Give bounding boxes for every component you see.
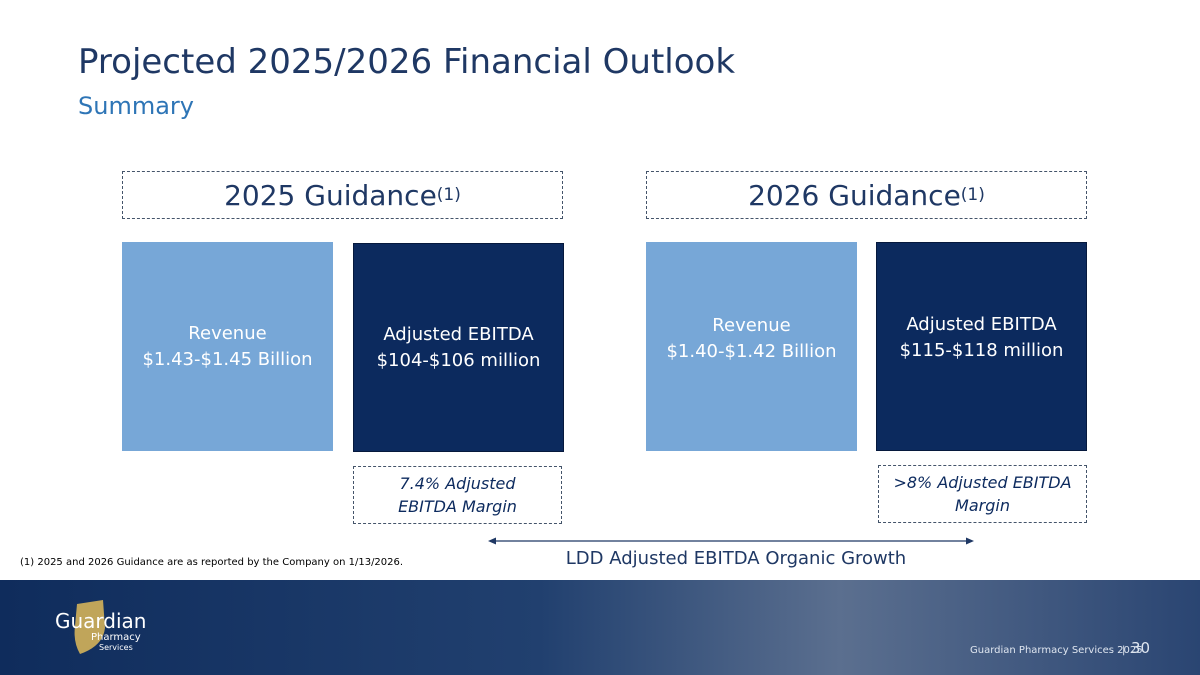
logo-word: Services xyxy=(99,643,133,652)
revenue-card: Revenue $1.40-$1.42 Billion xyxy=(646,242,857,451)
guidance-heading: 2025 Guidance (1) xyxy=(122,171,563,219)
margin-line: EBITDA Margin xyxy=(398,497,517,516)
note-ref: (1) xyxy=(436,185,461,205)
margin-line: Margin xyxy=(955,496,1010,515)
revenue-card: Revenue $1.43-$1.45 Billion xyxy=(122,242,333,451)
footnote: (1) 2025 and 2026 Guidance are as report… xyxy=(20,557,404,568)
card-value: $115-$118 million xyxy=(899,339,1064,361)
margin-box: >8% Adjusted EBITDA Margin xyxy=(878,465,1087,523)
card-label: Adjusted EBITDA xyxy=(906,313,1057,335)
margin-line: >8% Adjusted EBITDA xyxy=(893,473,1072,492)
ebitda-card: Adjusted EBITDA $104-$106 million xyxy=(353,243,564,452)
footer-band xyxy=(0,580,1200,675)
subtitle: Summary xyxy=(78,92,194,120)
card-value: $1.40-$1.42 Billion xyxy=(666,340,837,362)
title: Projected 2025/2026 Financial Outlook xyxy=(78,42,736,82)
footer-company: Guardian Pharmacy Services 2025 xyxy=(970,645,1143,656)
logo-word: Pharmacy xyxy=(91,632,141,643)
note-ref: (1) xyxy=(960,185,985,205)
growth-arrow xyxy=(488,537,974,545)
card-label: Adjusted EBITDA xyxy=(383,323,534,345)
footer-separator: | xyxy=(1122,645,1126,656)
page-number: 30 xyxy=(1131,639,1151,657)
growth-label: LDD Adjusted EBITDA Organic Growth xyxy=(565,548,907,569)
logo: Guardian Pharmacy Services xyxy=(55,600,146,654)
margin-line: 7.4% Adjusted xyxy=(399,474,516,493)
ebitda-card: Adjusted EBITDA $115-$118 million xyxy=(876,242,1087,451)
card-value: $1.43-$1.45 Billion xyxy=(142,348,313,370)
card-label: Revenue xyxy=(188,322,267,344)
logo-word: Guardian xyxy=(55,609,146,633)
guidance-heading: 2026 Guidance (1) xyxy=(646,171,1087,219)
card-label: Revenue xyxy=(712,314,791,336)
heading-text: 2025 Guidance xyxy=(224,178,437,212)
heading-text: 2026 Guidance xyxy=(748,178,961,212)
card-value: $104-$106 million xyxy=(376,349,541,371)
margin-box: 7.4% Adjusted EBITDA Margin xyxy=(353,466,562,524)
